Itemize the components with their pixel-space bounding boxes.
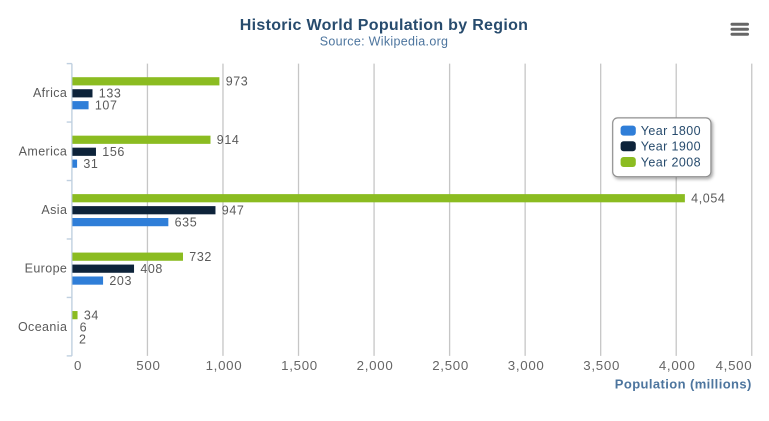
svg-text:Europe: Europe xyxy=(25,262,68,276)
svg-text:6: 6 xyxy=(80,321,88,335)
svg-text:2,000: 2,000 xyxy=(357,358,394,373)
svg-text:107: 107 xyxy=(95,99,118,113)
svg-text:Source: Wikipedia.org: Source: Wikipedia.org xyxy=(320,35,449,49)
svg-text:500: 500 xyxy=(136,358,160,373)
svg-text:1,500: 1,500 xyxy=(281,358,318,373)
svg-text:Historic World Population by R: Historic World Population by Region xyxy=(240,17,528,34)
svg-text:203: 203 xyxy=(109,274,132,288)
svg-text:Year 1800: Year 1800 xyxy=(641,124,701,138)
svg-text:0: 0 xyxy=(74,358,82,373)
svg-text:Year 2008: Year 2008 xyxy=(641,155,701,169)
svg-text:4,054: 4,054 xyxy=(691,192,725,206)
svg-text:2,500: 2,500 xyxy=(432,358,469,373)
svg-text:Asia: Asia xyxy=(41,203,67,217)
svg-text:3,500: 3,500 xyxy=(583,358,620,373)
svg-text:34: 34 xyxy=(84,309,99,323)
svg-text:973: 973 xyxy=(226,75,249,89)
svg-text:2: 2 xyxy=(79,332,87,346)
svg-text:914: 914 xyxy=(217,133,240,147)
svg-text:Africa: Africa xyxy=(33,86,67,100)
svg-text:635: 635 xyxy=(175,216,198,230)
svg-text:3,000: 3,000 xyxy=(508,358,545,373)
svg-text:Year 1900: Year 1900 xyxy=(641,140,701,154)
svg-text:1,000: 1,000 xyxy=(206,358,243,373)
svg-text:408: 408 xyxy=(140,262,163,276)
svg-text:America: America xyxy=(19,145,68,159)
svg-text:31: 31 xyxy=(83,157,98,171)
svg-text:156: 156 xyxy=(102,145,125,159)
svg-text:Oceania: Oceania xyxy=(18,320,67,334)
svg-text:732: 732 xyxy=(189,250,212,264)
svg-text:947: 947 xyxy=(222,204,245,218)
svg-text:4,000: 4,000 xyxy=(659,358,696,373)
svg-text:4,500: 4,500 xyxy=(716,358,753,373)
svg-text:133: 133 xyxy=(99,87,122,101)
svg-text:Population (millions): Population (millions) xyxy=(615,377,752,392)
